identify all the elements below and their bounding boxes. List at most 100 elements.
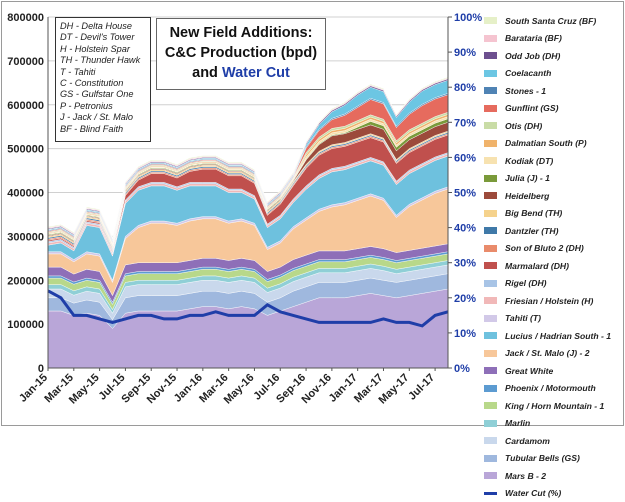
legend-label: Kodiak (DT) [505,156,553,166]
chart-title-line-3: and Water Cut [157,63,325,83]
legend-item: Kodiak (DT) [484,152,624,170]
left-tick-label: 800000 [7,12,44,24]
legend-item: Julia (J) - 1 [484,170,624,188]
legend-label: Mars B - 2 [505,471,546,481]
legend-swatch [484,70,497,77]
legend-label: Tubular Bells (GS) [505,453,580,463]
legend-swatch [484,350,497,357]
legend-label: Water Cut (%) [505,488,561,498]
legend-swatch [484,280,497,287]
legend-swatch [484,210,497,217]
legend-item: Gunflint (GS) [484,100,624,118]
abbreviation-entry: C - Constitution [60,78,146,89]
legend-label: Cardamom [505,436,550,446]
legend-swatch [484,192,497,199]
chart-legend: South Santa Cruz (BF)Barataria (BF)Odd J… [484,12,624,502]
right-tick-label: 100% [454,12,482,24]
legend-label: Great White [505,366,553,376]
legend-swatch [484,245,497,252]
legend-swatch [484,157,497,164]
legend-item: Cardamom [484,432,624,450]
legend-item: Heidelberg [484,187,624,205]
legend-item: Water Cut (%) [484,485,624,502]
legend-swatch [484,140,497,147]
legend-item: Jack / St. Malo (J) - 2 [484,345,624,363]
legend-item: Stones - 1 [484,82,624,100]
legend-item: Coelacanth [484,65,624,83]
legend-label: Julia (J) - 1 [505,173,550,183]
legend-swatch [484,87,497,94]
left-tick-label: 200000 [7,275,44,287]
right-tick-label: 50% [454,188,476,200]
legend-label: Gunflint (GS) [505,103,558,113]
legend-label: Coelacanth [505,68,551,78]
legend-swatch [484,262,497,269]
legend-item: Odd Job (DH) [484,47,624,65]
abbreviation-entry: TH - Thunder Hawk [60,55,146,66]
legend-swatch [484,297,497,304]
right-tick-label: 20% [454,293,476,305]
legend-swatch [484,122,497,129]
legend-item: Great White [484,362,624,380]
legend-item: Mars B - 2 [484,467,624,485]
chart-title-water-cut: Water Cut [222,65,290,81]
abbreviation-entry: DT - Devil's Tower [60,32,146,43]
legend-item: Tahiti (T) [484,310,624,328]
right-tick-label: 80% [454,82,476,94]
left-tick-label: 600000 [7,100,44,112]
legend-item: Friesian / Holstein (H) [484,292,624,310]
legend-label: Barataria (BF) [505,33,562,43]
legend-item: Marmalard (DH) [484,257,624,275]
legend-swatch [484,52,497,59]
right-tick-label: 40% [454,223,476,235]
legend-swatch [484,35,497,42]
legend-label: Odd Job (DH) [505,51,560,61]
left-tick-label: 300000 [7,231,44,243]
legend-item: King / Horn Mountain - 1 [484,397,624,415]
legend-item: Dantzler (TH) [484,222,624,240]
right-tick-label: 70% [454,117,476,129]
legend-item: Tubular Bells (GS) [484,450,624,468]
legend-label: King / Horn Mountain - 1 [505,401,604,411]
legend-item: Rigel (DH) [484,275,624,293]
legend-label: Rigel (DH) [505,278,547,288]
left-tick-label: 700000 [7,56,44,68]
legend-label: Lucius / Hadrian South - 1 [505,331,611,341]
legend-label: Heidelberg [505,191,549,201]
abbreviation-entry: GS - Gulfstar One [60,89,146,100]
left-tick-label: 400000 [7,188,44,200]
abbreviation-entry: T - Tahiti [60,67,146,78]
legend-swatch [484,420,497,427]
chart-title-and: and [192,65,218,81]
legend-swatch [484,315,497,322]
legend-label: Jack / St. Malo (J) - 2 [505,348,590,358]
legend-label: Dalmatian South (P) [505,138,587,148]
legend-item: Dalmatian South (P) [484,135,624,153]
legend-swatch [484,105,497,112]
legend-swatch [484,472,497,479]
legend-label: Dantzler (TH) [505,226,558,236]
right-tick-label: 10% [454,328,476,340]
legend-swatch [484,367,497,374]
legend-swatch [484,385,497,392]
legend-swatch [484,332,497,339]
legend-swatch [484,175,497,182]
legend-label: Big Bend (TH) [505,208,562,218]
legend-label: Marmalard (DH) [505,261,569,271]
legend-item: Otis (DH) [484,117,624,135]
legend-item: Big Bend (TH) [484,205,624,223]
legend-item: Barataria (BF) [484,30,624,48]
legend-label: Son of Bluto 2 (DH) [505,243,584,253]
chart-title-line-2: C&C Production (bpd) [157,43,325,63]
right-tick-label: 90% [454,47,476,59]
legend-swatch [484,455,497,462]
legend-swatch [484,227,497,234]
left-tick-label: 500000 [7,144,44,156]
legend-label: Friesian / Holstein (H) [505,296,593,306]
x-tick-label: Jul-17 [406,372,437,403]
legend-label: Stones - 1 [505,86,546,96]
legend-item: Son of Bluto 2 (DH) [484,240,624,258]
right-tick-label: 0% [454,363,470,375]
abbreviation-entry: DH - Delta House [60,21,146,32]
